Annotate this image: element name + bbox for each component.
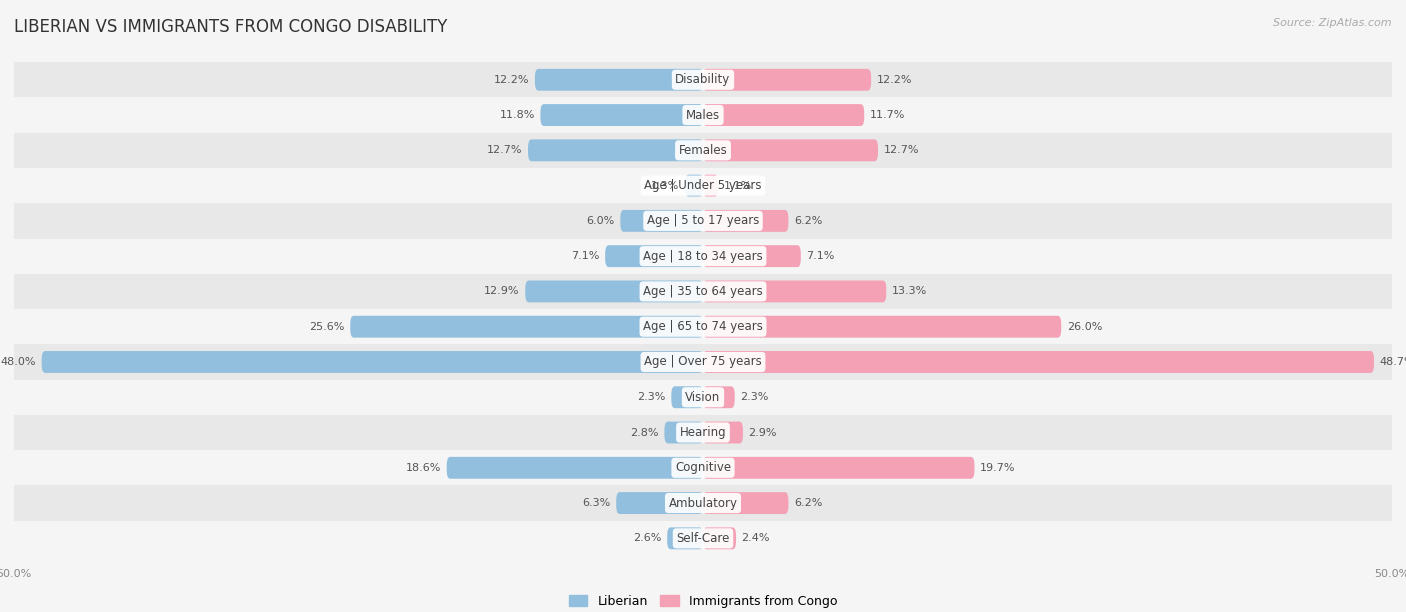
Text: 2.6%: 2.6% xyxy=(633,533,662,543)
Text: Age | 18 to 34 years: Age | 18 to 34 years xyxy=(643,250,763,263)
FancyBboxPatch shape xyxy=(14,203,1392,239)
Text: 48.0%: 48.0% xyxy=(0,357,37,367)
Text: 1.3%: 1.3% xyxy=(651,181,679,190)
Text: Age | Under 5 years: Age | Under 5 years xyxy=(644,179,762,192)
Text: 11.8%: 11.8% xyxy=(499,110,534,120)
FancyBboxPatch shape xyxy=(665,422,703,444)
FancyBboxPatch shape xyxy=(703,280,886,302)
Text: 6.0%: 6.0% xyxy=(586,216,614,226)
FancyBboxPatch shape xyxy=(703,386,735,408)
Text: 2.9%: 2.9% xyxy=(748,428,778,438)
FancyBboxPatch shape xyxy=(703,245,801,267)
FancyBboxPatch shape xyxy=(703,174,718,196)
Text: 2.3%: 2.3% xyxy=(740,392,769,402)
FancyBboxPatch shape xyxy=(703,422,742,444)
FancyBboxPatch shape xyxy=(14,133,1392,168)
Text: 12.2%: 12.2% xyxy=(494,75,530,85)
FancyBboxPatch shape xyxy=(14,274,1392,309)
FancyBboxPatch shape xyxy=(42,351,703,373)
Text: Age | 65 to 74 years: Age | 65 to 74 years xyxy=(643,320,763,333)
FancyBboxPatch shape xyxy=(703,492,789,514)
FancyBboxPatch shape xyxy=(703,140,877,161)
FancyBboxPatch shape xyxy=(620,210,703,232)
Text: 26.0%: 26.0% xyxy=(1067,322,1102,332)
Text: Females: Females xyxy=(679,144,727,157)
Text: 19.7%: 19.7% xyxy=(980,463,1015,473)
FancyBboxPatch shape xyxy=(703,351,1374,373)
Text: 2.3%: 2.3% xyxy=(637,392,666,402)
Text: 6.2%: 6.2% xyxy=(794,498,823,508)
FancyBboxPatch shape xyxy=(14,379,1392,415)
FancyBboxPatch shape xyxy=(14,97,1392,133)
Text: 13.3%: 13.3% xyxy=(891,286,927,296)
FancyBboxPatch shape xyxy=(668,528,703,550)
Text: 6.2%: 6.2% xyxy=(794,216,823,226)
FancyBboxPatch shape xyxy=(14,62,1392,97)
FancyBboxPatch shape xyxy=(14,415,1392,450)
FancyBboxPatch shape xyxy=(14,168,1392,203)
Text: Disability: Disability xyxy=(675,73,731,86)
Text: 11.7%: 11.7% xyxy=(870,110,905,120)
FancyBboxPatch shape xyxy=(671,386,703,408)
Text: 18.6%: 18.6% xyxy=(406,463,441,473)
Text: 12.7%: 12.7% xyxy=(486,145,523,155)
Text: Age | 35 to 64 years: Age | 35 to 64 years xyxy=(643,285,763,298)
FancyBboxPatch shape xyxy=(616,492,703,514)
Text: Age | Over 75 years: Age | Over 75 years xyxy=(644,356,762,368)
FancyBboxPatch shape xyxy=(350,316,703,338)
Text: 6.3%: 6.3% xyxy=(582,498,610,508)
FancyBboxPatch shape xyxy=(703,104,865,126)
FancyBboxPatch shape xyxy=(703,528,737,550)
Text: 12.7%: 12.7% xyxy=(883,145,920,155)
FancyBboxPatch shape xyxy=(14,239,1392,274)
Text: 2.4%: 2.4% xyxy=(741,533,770,543)
FancyBboxPatch shape xyxy=(14,450,1392,485)
Text: 48.7%: 48.7% xyxy=(1379,357,1406,367)
FancyBboxPatch shape xyxy=(14,485,1392,521)
FancyBboxPatch shape xyxy=(529,140,703,161)
Text: Source: ZipAtlas.com: Source: ZipAtlas.com xyxy=(1274,18,1392,28)
FancyBboxPatch shape xyxy=(14,309,1392,345)
FancyBboxPatch shape xyxy=(526,280,703,302)
FancyBboxPatch shape xyxy=(703,210,789,232)
Text: Age | 5 to 17 years: Age | 5 to 17 years xyxy=(647,214,759,228)
Text: 12.9%: 12.9% xyxy=(484,286,520,296)
FancyBboxPatch shape xyxy=(703,316,1062,338)
FancyBboxPatch shape xyxy=(685,174,703,196)
Text: 25.6%: 25.6% xyxy=(309,322,344,332)
Text: Males: Males xyxy=(686,108,720,122)
Text: 1.1%: 1.1% xyxy=(724,181,752,190)
FancyBboxPatch shape xyxy=(447,457,703,479)
FancyBboxPatch shape xyxy=(540,104,703,126)
Text: Hearing: Hearing xyxy=(679,426,727,439)
FancyBboxPatch shape xyxy=(605,245,703,267)
Text: 7.1%: 7.1% xyxy=(571,251,599,261)
Text: Self-Care: Self-Care xyxy=(676,532,730,545)
FancyBboxPatch shape xyxy=(14,345,1392,379)
Text: Cognitive: Cognitive xyxy=(675,461,731,474)
FancyBboxPatch shape xyxy=(534,69,703,91)
FancyBboxPatch shape xyxy=(14,521,1392,556)
FancyBboxPatch shape xyxy=(703,69,872,91)
FancyBboxPatch shape xyxy=(703,457,974,479)
Text: LIBERIAN VS IMMIGRANTS FROM CONGO DISABILITY: LIBERIAN VS IMMIGRANTS FROM CONGO DISABI… xyxy=(14,18,447,36)
Text: 2.8%: 2.8% xyxy=(630,428,659,438)
Legend: Liberian, Immigrants from Congo: Liberian, Immigrants from Congo xyxy=(564,590,842,612)
Text: Ambulatory: Ambulatory xyxy=(668,496,738,510)
Text: Vision: Vision xyxy=(685,390,721,404)
Text: 12.2%: 12.2% xyxy=(876,75,912,85)
Text: 7.1%: 7.1% xyxy=(807,251,835,261)
